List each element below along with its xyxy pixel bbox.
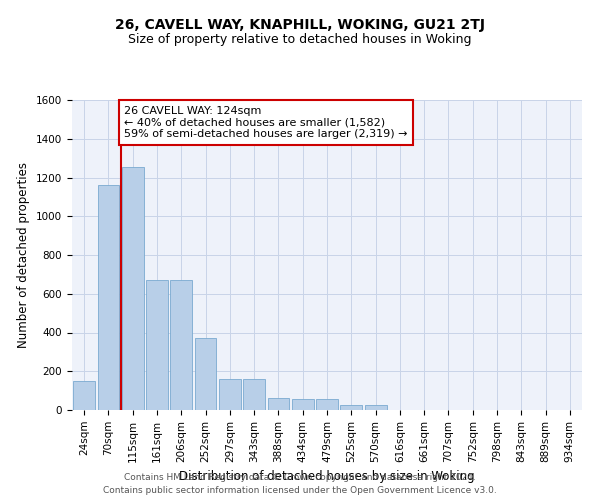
- Bar: [122, 167, 143, 410]
- Bar: [97, 185, 119, 410]
- X-axis label: Distribution of detached houses by size in Woking: Distribution of detached houses by size …: [179, 470, 475, 483]
- Bar: [219, 379, 241, 410]
- Text: 26, CAVELL WAY, KNAPHILL, WOKING, GU21 2TJ: 26, CAVELL WAY, KNAPHILL, WOKING, GU21 2…: [115, 18, 485, 32]
- Bar: [243, 379, 265, 410]
- Bar: [73, 381, 95, 410]
- Y-axis label: Number of detached properties: Number of detached properties: [17, 162, 31, 348]
- Bar: [365, 405, 386, 410]
- Text: 26 CAVELL WAY: 124sqm
← 40% of detached houses are smaller (1,582)
59% of semi-d: 26 CAVELL WAY: 124sqm ← 40% of detached …: [124, 106, 408, 139]
- Bar: [340, 405, 362, 410]
- Bar: [170, 280, 192, 410]
- Bar: [194, 338, 217, 410]
- Bar: [146, 280, 168, 410]
- Bar: [316, 400, 338, 410]
- Bar: [292, 400, 314, 410]
- Bar: [268, 398, 289, 410]
- Text: Size of property relative to detached houses in Woking: Size of property relative to detached ho…: [128, 32, 472, 46]
- Text: Contains HM Land Registry data © Crown copyright and database right 2024.
Contai: Contains HM Land Registry data © Crown c…: [103, 474, 497, 495]
